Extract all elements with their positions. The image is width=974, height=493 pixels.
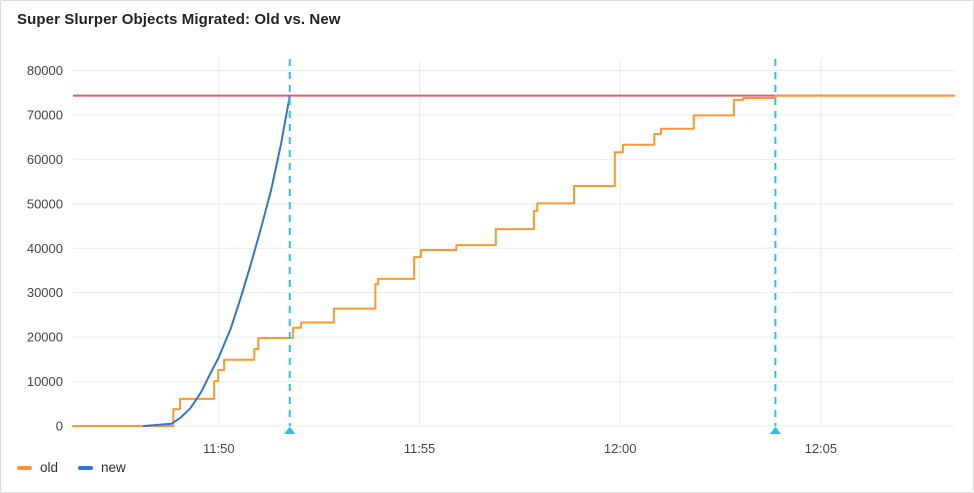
legend-item-new[interactable]: new [78,460,126,475]
legend-label-new: new [101,460,126,475]
svg-text:12:05: 12:05 [805,441,838,456]
panel-title: Super Slurper Objects Migrated: Old vs. … [17,11,341,28]
svg-text:30000: 30000 [27,285,63,300]
legend-swatch-old-icon [17,465,32,470]
svg-text:12:00: 12:00 [604,441,637,456]
svg-text:11:50: 11:50 [203,441,235,456]
legend-label-old: old [40,460,59,475]
legend-swatch-new-icon [78,465,94,470]
svg-text:11:55: 11:55 [404,441,436,456]
svg-text:70000: 70000 [27,107,63,122]
svg-text:80000: 80000 [27,63,63,78]
svg-text:20000: 20000 [27,330,63,345]
svg-text:0: 0 [56,419,63,434]
svg-text:40000: 40000 [27,241,63,256]
svg-text:60000: 60000 [27,152,63,167]
svg-text:10000: 10000 [27,374,63,389]
svg-text:50000: 50000 [27,196,63,211]
legend-item-old[interactable]: old [17,460,58,475]
legend: old new [17,460,126,475]
